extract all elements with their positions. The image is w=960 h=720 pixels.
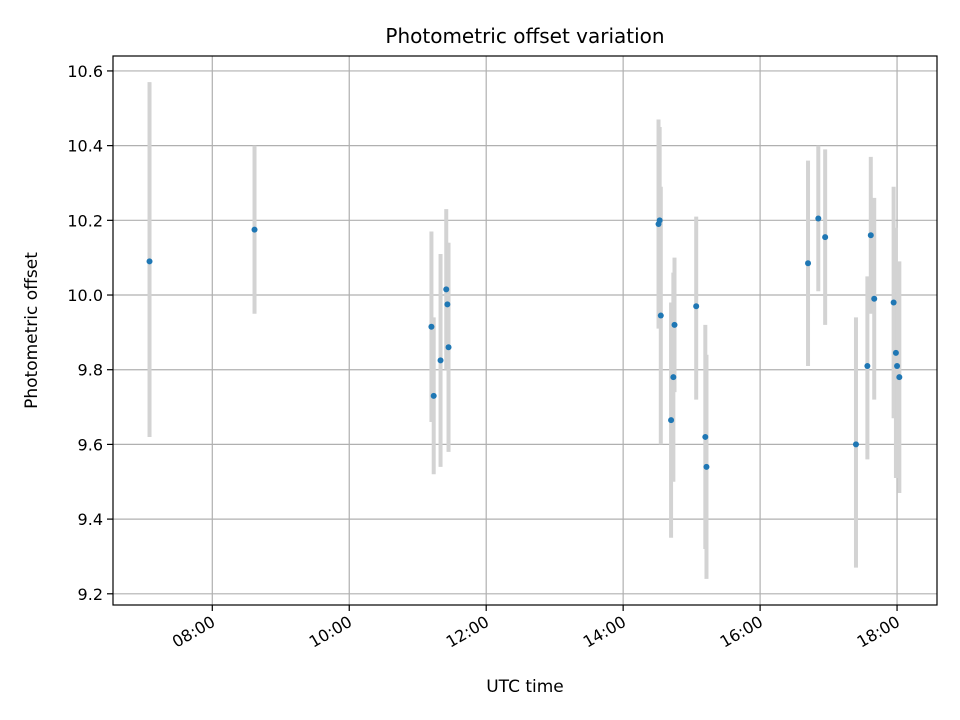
y-axis-label: Photometric offset: [22, 252, 42, 409]
data-point: [871, 295, 878, 302]
data-point: [693, 303, 700, 310]
data-point: [702, 433, 709, 440]
data-point: [443, 286, 450, 293]
data-point: [657, 312, 664, 319]
data-point: [444, 301, 451, 308]
data-point: [428, 323, 435, 330]
data-point: [430, 392, 437, 399]
data-point: [890, 299, 897, 306]
y-tick-label: 9.6: [78, 435, 103, 454]
data-point: [822, 234, 829, 241]
data-point: [703, 463, 710, 470]
chart-title: Photometric offset variation: [385, 24, 664, 48]
data-point: [864, 362, 871, 369]
data-point: [892, 349, 899, 356]
data-points: [146, 215, 903, 470]
plot-area-frame: [112, 55, 938, 606]
y-tick-label: 10.2: [67, 211, 103, 230]
data-point: [815, 215, 822, 222]
data-point: [852, 441, 859, 448]
data-point: [670, 374, 677, 381]
data-point: [146, 258, 153, 265]
data-point: [671, 321, 678, 328]
data-point: [251, 226, 258, 233]
data-point: [445, 344, 452, 351]
y-tick-label: 10.6: [67, 62, 103, 81]
data-point: [896, 374, 903, 381]
y-tick-label: 9.2: [78, 585, 103, 604]
y-axis-ticks: 9.2 9.4 9.6 9.8 10.0 10.2 10.4 10.6: [67, 62, 113, 604]
data-point: [894, 362, 901, 369]
data-point: [867, 232, 874, 239]
y-tick-label: 10.0: [67, 286, 103, 305]
y-tick-label: 9.4: [78, 510, 103, 529]
y-tick-label: 10.4: [67, 137, 103, 156]
y-tick-label: 9.8: [78, 361, 103, 380]
data-point: [437, 357, 444, 364]
data-point: [668, 417, 675, 424]
data-point: [805, 260, 812, 267]
x-axis-label: UTC time: [486, 677, 564, 697]
data-point: [656, 217, 663, 224]
